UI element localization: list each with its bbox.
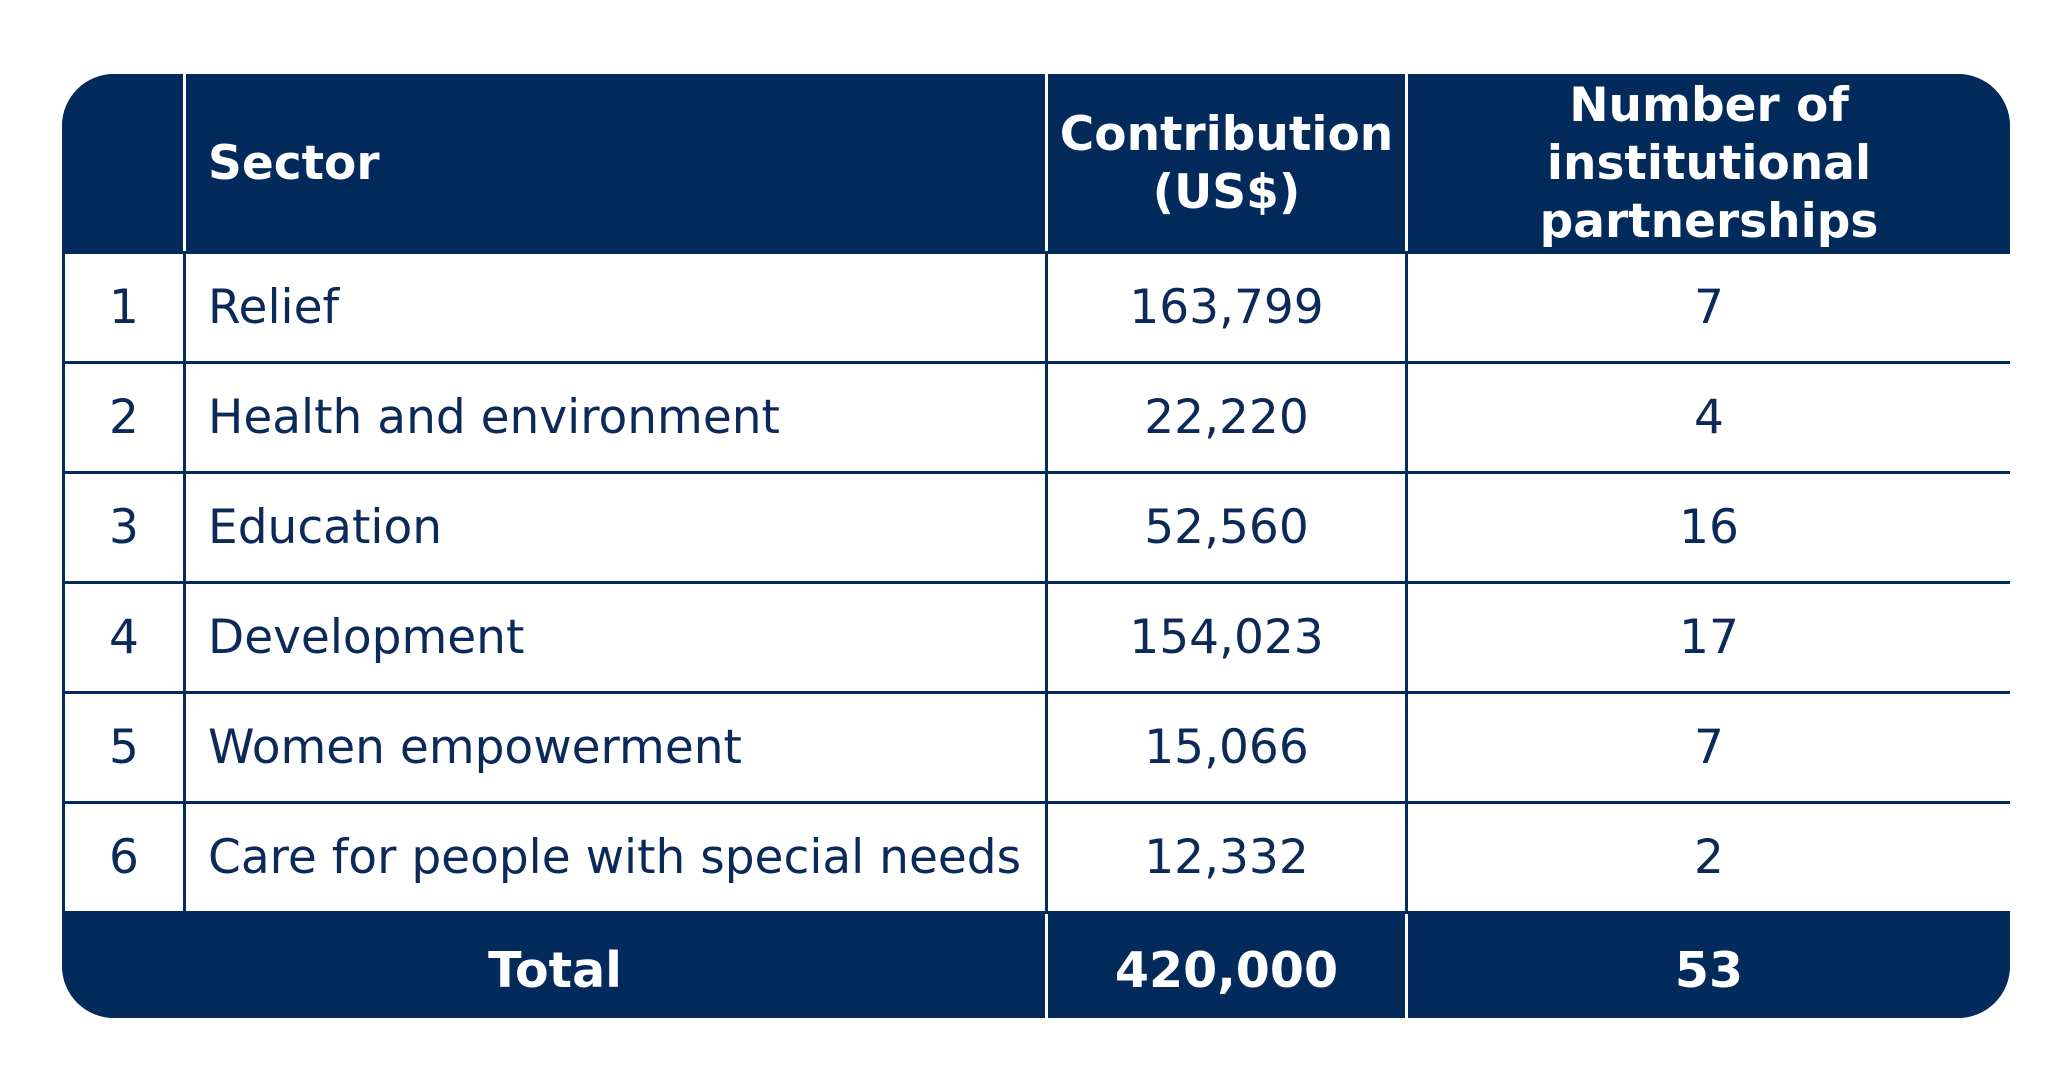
header-partnerships: Number of institutional partnerships (1405, 74, 2010, 254)
header-number (62, 74, 186, 254)
sector-contribution-table: Sector Contribution (US$) Number of inst… (62, 74, 2010, 1018)
row-number: 4 (62, 581, 186, 694)
contribution-cell: 15,066 (1045, 691, 1408, 804)
total-contribution: 420,000 (1045, 911, 1408, 1018)
total-partnerships: 53 (1405, 911, 2010, 1018)
table-row: 5 Women empowerment 15,066 7 (62, 691, 2010, 804)
row-number: 5 (62, 691, 186, 804)
data-table: Sector Contribution (US$) Number of inst… (62, 74, 2010, 1018)
table-row: 6 Care for people with special needs 12,… (62, 801, 2010, 914)
contribution-cell: 52,560 (1045, 471, 1408, 584)
sector-cell: Care for people with special needs (183, 801, 1048, 914)
sector-cell: Relief (183, 251, 1048, 364)
partnerships-cell: 4 (1405, 361, 2010, 474)
contribution-cell: 154,023 (1045, 581, 1408, 694)
table-header: Sector Contribution (US$) Number of inst… (62, 74, 2010, 254)
table-footer: Total 420,000 53 (62, 911, 2010, 1018)
sector-cell: Development (183, 581, 1048, 694)
row-number: 6 (62, 801, 186, 914)
sector-cell: Health and environment (183, 361, 1048, 474)
contribution-cell: 22,220 (1045, 361, 1408, 474)
table-body: 1 Relief 163,799 7 2 Health and environm… (62, 251, 2010, 914)
row-number: 1 (62, 251, 186, 364)
contribution-cell: 12,332 (1045, 801, 1408, 914)
partnerships-cell: 2 (1405, 801, 2010, 914)
partnerships-cell: 17 (1405, 581, 2010, 694)
table-row: 1 Relief 163,799 7 (62, 251, 2010, 364)
table-row: 3 Education 52,560 16 (62, 471, 2010, 584)
header-contribution: Contribution (US$) (1045, 74, 1408, 254)
partnerships-cell: 7 (1405, 251, 2010, 364)
total-label: Total (62, 911, 1048, 1018)
table-row: 2 Health and environment 22,220 4 (62, 361, 2010, 474)
contribution-cell: 163,799 (1045, 251, 1408, 364)
header-row: Sector Contribution (US$) Number of inst… (62, 74, 2010, 254)
header-sector: Sector (183, 74, 1048, 254)
total-row: Total 420,000 53 (62, 911, 2010, 1018)
partnerships-cell: 16 (1405, 471, 2010, 584)
sector-cell: Women empowerment (183, 691, 1048, 804)
row-number: 3 (62, 471, 186, 584)
partnerships-cell: 7 (1405, 691, 2010, 804)
row-number: 2 (62, 361, 186, 474)
sector-cell: Education (183, 471, 1048, 584)
table-row: 4 Development 154,023 17 (62, 581, 2010, 694)
